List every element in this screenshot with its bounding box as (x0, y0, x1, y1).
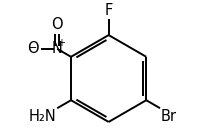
Text: Br: Br (161, 109, 177, 124)
Text: +: + (57, 38, 65, 48)
Text: N: N (52, 41, 63, 56)
Text: F: F (104, 4, 113, 18)
Text: O: O (51, 17, 63, 32)
Text: H₂N: H₂N (29, 109, 57, 124)
Text: O: O (27, 41, 38, 56)
Text: −: − (28, 43, 38, 53)
